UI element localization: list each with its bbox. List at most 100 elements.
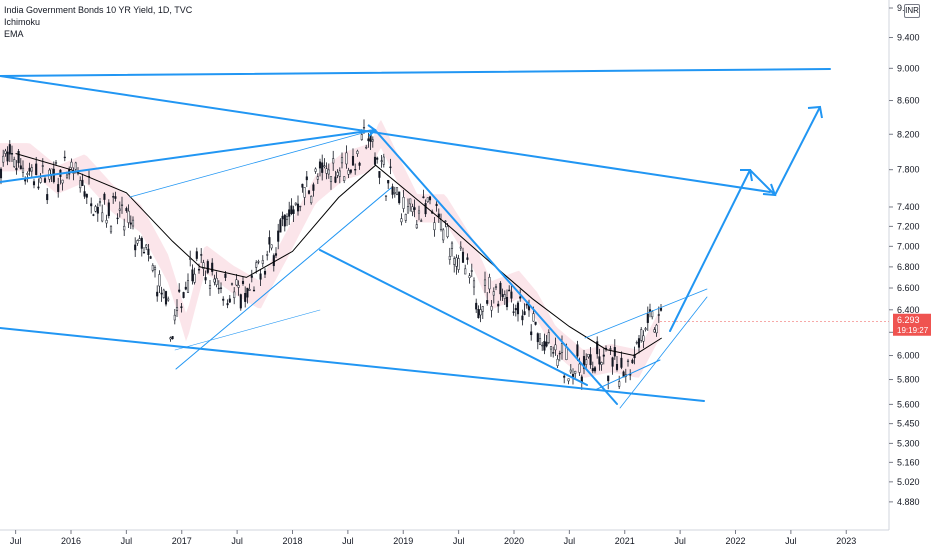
candle-body <box>360 134 363 140</box>
legend-ema[interactable]: EMA <box>4 29 24 39</box>
candle <box>94 204 97 213</box>
candle <box>488 273 491 294</box>
candle-body <box>479 309 482 316</box>
candle <box>464 264 467 275</box>
candle-body <box>519 296 522 299</box>
candles <box>0 119 663 390</box>
candle <box>534 321 537 326</box>
candle <box>19 158 22 170</box>
candle <box>281 211 284 227</box>
candle <box>279 218 282 233</box>
candle <box>70 158 73 170</box>
candle-body <box>530 331 533 336</box>
candle <box>226 299 229 309</box>
candle-body <box>338 170 341 177</box>
candle <box>327 163 330 179</box>
arrow-head <box>740 169 753 182</box>
candle <box>266 250 269 261</box>
candle-body <box>514 308 517 311</box>
candle <box>186 273 190 293</box>
candle <box>400 213 403 226</box>
candle-body <box>582 356 586 369</box>
candle-body <box>158 274 161 287</box>
candle <box>149 255 152 259</box>
chart-legend: India Government Bonds 10 YR Yield, 1D, … <box>4 4 192 40</box>
currency-label[interactable]: INR <box>904 4 920 18</box>
candle <box>145 243 148 251</box>
candle <box>591 361 594 374</box>
candle <box>387 179 390 189</box>
candle <box>39 173 42 184</box>
candle <box>424 199 427 217</box>
candle-body <box>516 302 520 315</box>
candle <box>171 336 174 340</box>
candle <box>378 171 381 185</box>
candle <box>61 179 64 191</box>
candle <box>571 368 575 385</box>
candle <box>90 197 93 214</box>
candle <box>345 145 348 169</box>
candle <box>175 299 179 318</box>
candle <box>32 178 36 189</box>
candle <box>340 152 344 169</box>
candle <box>200 248 203 263</box>
candle-body <box>466 257 469 260</box>
candle-body <box>378 171 381 178</box>
candle-body <box>525 304 528 306</box>
candle <box>547 329 550 345</box>
y-tick-label: 9.400 <box>897 33 920 43</box>
candle-body <box>57 184 60 192</box>
candle <box>211 258 214 276</box>
current-price-label: 6.293 <box>897 315 920 325</box>
candle-body <box>541 344 544 347</box>
candle-body <box>653 329 656 333</box>
candle-body <box>461 251 465 263</box>
candle <box>611 356 614 375</box>
candle <box>563 373 566 384</box>
candle <box>173 309 176 325</box>
candle-body <box>294 202 297 205</box>
candle-body <box>349 169 352 173</box>
candle-body <box>307 190 311 194</box>
candle-body <box>228 298 231 303</box>
x-tick-label: 2021 <box>615 536 635 546</box>
y-tick-label: 7.400 <box>897 202 920 212</box>
candle <box>433 216 436 237</box>
candle-body <box>358 162 361 166</box>
candle <box>290 198 293 216</box>
candle-body <box>195 251 198 259</box>
candle-body <box>490 306 493 311</box>
candle-body <box>488 277 491 290</box>
candle-body <box>635 342 638 344</box>
y-tick-label: 6.600 <box>897 283 920 293</box>
candle <box>230 282 234 286</box>
candle-body <box>30 167 33 172</box>
candle-body <box>417 210 421 214</box>
candle <box>486 292 489 306</box>
candle-body <box>74 162 77 170</box>
candle <box>125 206 128 213</box>
y-tick-label: 5.020 <box>897 477 920 487</box>
candle-body <box>39 177 42 183</box>
candle-body <box>2 155 5 163</box>
candle <box>618 375 621 389</box>
candle-body <box>160 292 163 295</box>
candle-body <box>433 222 436 231</box>
candle-body <box>389 166 392 169</box>
candle <box>479 303 482 323</box>
candle-body <box>536 333 539 343</box>
legend-ichimoku[interactable]: Ichimoku <box>4 17 41 27</box>
candle <box>83 185 86 199</box>
candle <box>472 277 476 296</box>
candle <box>413 199 416 218</box>
candle-body <box>252 289 256 292</box>
candle-body <box>631 359 634 364</box>
candle <box>167 296 170 302</box>
candle <box>156 285 159 302</box>
candle-body <box>164 291 168 305</box>
y-tick-label: 5.450 <box>897 419 920 429</box>
y-tick-label: 6.000 <box>897 351 920 361</box>
candle <box>219 282 223 294</box>
candle-body <box>288 209 291 217</box>
